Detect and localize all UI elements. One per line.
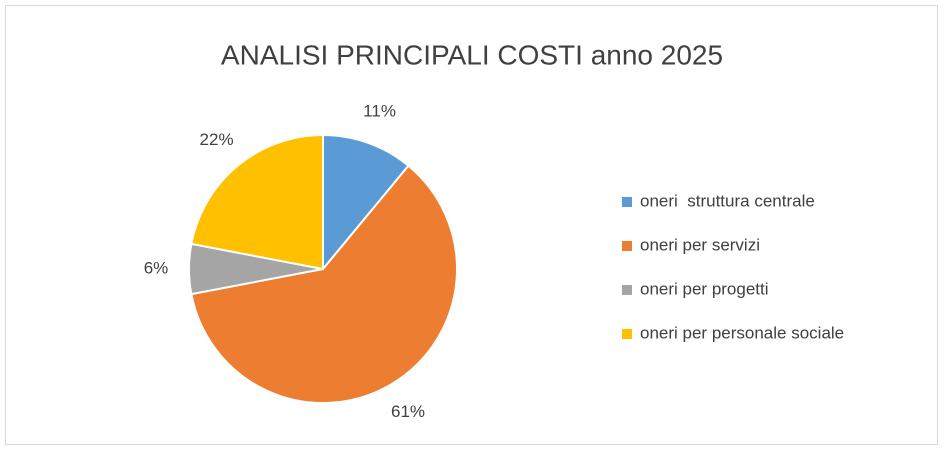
legend-label: oneri struttura centrale bbox=[640, 191, 815, 210]
pie-slice bbox=[190, 164, 458, 404]
chart-title: ANALISI PRINCIPALI COSTI anno 2025 bbox=[221, 39, 723, 70]
data-label: 22% bbox=[200, 130, 234, 149]
legend-label: oneri per progetti bbox=[640, 279, 769, 298]
data-label: 61% bbox=[391, 402, 425, 421]
legend-label: oneri per servizi bbox=[640, 235, 760, 254]
pie-slice bbox=[322, 133, 410, 272]
legend-marker bbox=[622, 285, 632, 295]
legend-marker bbox=[622, 329, 632, 339]
chart-border bbox=[5, 5, 938, 445]
legend-label: oneri per personale sociale bbox=[640, 323, 844, 342]
legend-marker bbox=[622, 241, 632, 251]
data-label: 6% bbox=[144, 258, 169, 277]
data-label: 11% bbox=[363, 101, 396, 120]
pie-slice bbox=[190, 133, 324, 271]
legend-marker bbox=[622, 197, 632, 207]
